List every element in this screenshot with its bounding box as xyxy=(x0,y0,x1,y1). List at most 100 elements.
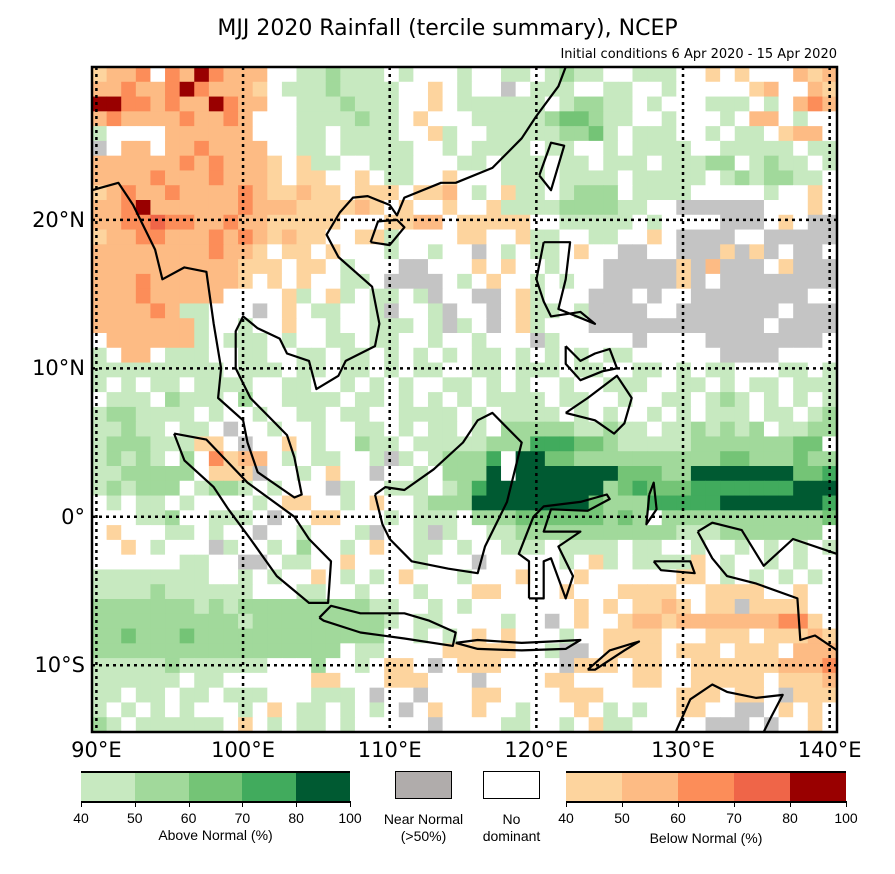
grid-cell xyxy=(296,259,312,275)
grid-cell xyxy=(296,273,312,290)
grid-cell xyxy=(705,126,721,142)
grid-cell xyxy=(661,643,677,659)
grid-cell xyxy=(720,451,736,467)
grid-cell xyxy=(559,687,575,703)
grid-cell xyxy=(150,702,166,718)
grid-cell xyxy=(442,96,458,112)
grid-cell xyxy=(223,185,239,201)
grid-cell xyxy=(121,362,137,378)
grid-cell xyxy=(384,569,400,585)
grid-cell xyxy=(165,229,181,245)
grid-cell xyxy=(515,200,531,216)
grid-cell xyxy=(150,717,166,733)
grid-cell xyxy=(150,554,166,570)
grid-cell xyxy=(252,451,268,467)
grid-cell xyxy=(617,140,633,157)
grid-cell xyxy=(501,67,517,83)
grid-cell xyxy=(179,702,195,718)
grid-cell xyxy=(676,155,692,171)
grid-cell xyxy=(471,599,487,615)
grid-cell xyxy=(281,81,298,98)
grid-cell xyxy=(793,421,809,437)
grid-cell xyxy=(471,81,487,98)
grid-cell xyxy=(749,466,765,482)
grid-cell xyxy=(515,96,531,112)
grid-cell xyxy=(734,362,750,378)
grid-cell xyxy=(559,421,575,437)
grid-cell xyxy=(106,628,122,644)
grid-cell xyxy=(121,303,137,319)
grid-cell xyxy=(690,584,707,600)
grid-cell xyxy=(705,702,721,718)
grid-cell xyxy=(252,525,268,541)
grid-cell xyxy=(194,480,210,497)
grid-cell xyxy=(238,333,254,349)
grid-cell xyxy=(165,480,181,497)
grid-cell xyxy=(238,111,254,127)
grid-cell xyxy=(121,81,137,98)
grid-cell xyxy=(325,421,341,437)
grid-cell xyxy=(661,273,677,290)
grid-cell xyxy=(281,67,298,83)
grid-cell xyxy=(807,185,823,201)
grid-cell xyxy=(617,687,633,703)
grid-cell xyxy=(340,643,356,659)
grid-cell xyxy=(267,392,283,408)
grid-cell xyxy=(763,155,780,171)
grid-cell xyxy=(179,362,195,378)
java-coast xyxy=(318,604,457,648)
grid-cell xyxy=(427,599,444,615)
grid-cell xyxy=(413,717,429,733)
grid-cell xyxy=(354,140,371,157)
grid-cell xyxy=(150,362,166,378)
grid-cell xyxy=(661,717,677,733)
grid-cell xyxy=(749,584,765,600)
grid-cell xyxy=(238,643,254,659)
grid-cell xyxy=(179,717,195,733)
grid-cell xyxy=(179,170,195,186)
grid-cell xyxy=(574,244,590,260)
grid-cell xyxy=(690,658,707,674)
grid-cell xyxy=(325,185,341,201)
grid-cell xyxy=(427,421,444,437)
grid-cell xyxy=(778,466,794,482)
grid-cell xyxy=(442,214,458,231)
grid-cell xyxy=(734,170,750,186)
grid-cell xyxy=(661,155,677,171)
grid-cell xyxy=(486,495,502,511)
grid-cell xyxy=(690,140,707,157)
grid-cell xyxy=(603,717,619,733)
grid-cell xyxy=(793,672,809,689)
grid-cell xyxy=(778,140,794,157)
grid-cell xyxy=(121,288,137,304)
grid-cell xyxy=(720,303,736,319)
grid-cell xyxy=(179,613,195,630)
grid-cell xyxy=(632,525,648,541)
grid-cell xyxy=(486,687,502,703)
grid-cell xyxy=(763,347,780,364)
grid-cell xyxy=(661,303,677,319)
grid-cell xyxy=(267,554,283,570)
grid-cell xyxy=(720,599,736,615)
grid-cell xyxy=(705,658,721,674)
grid-cell xyxy=(778,273,794,290)
grid-cell xyxy=(617,126,633,142)
grid-cell xyxy=(121,702,137,718)
grid-cell xyxy=(471,318,487,334)
grid-cell xyxy=(632,643,648,659)
grid-cell xyxy=(647,273,663,290)
grid-cell xyxy=(515,377,531,393)
grid-cell xyxy=(354,170,371,186)
grid-cell xyxy=(267,584,283,600)
grid-cell xyxy=(311,362,327,378)
colorbar-segment xyxy=(81,773,135,801)
grid-cell xyxy=(822,584,838,600)
grid-cell xyxy=(252,377,268,393)
grid-cell xyxy=(340,406,356,423)
grid-cell xyxy=(515,318,531,334)
grid-cell xyxy=(632,584,648,600)
grid-cell xyxy=(135,643,151,659)
grid-cell xyxy=(121,111,137,127)
colorbar-tick-label: 80 xyxy=(288,810,304,826)
grid-cell xyxy=(647,126,663,142)
